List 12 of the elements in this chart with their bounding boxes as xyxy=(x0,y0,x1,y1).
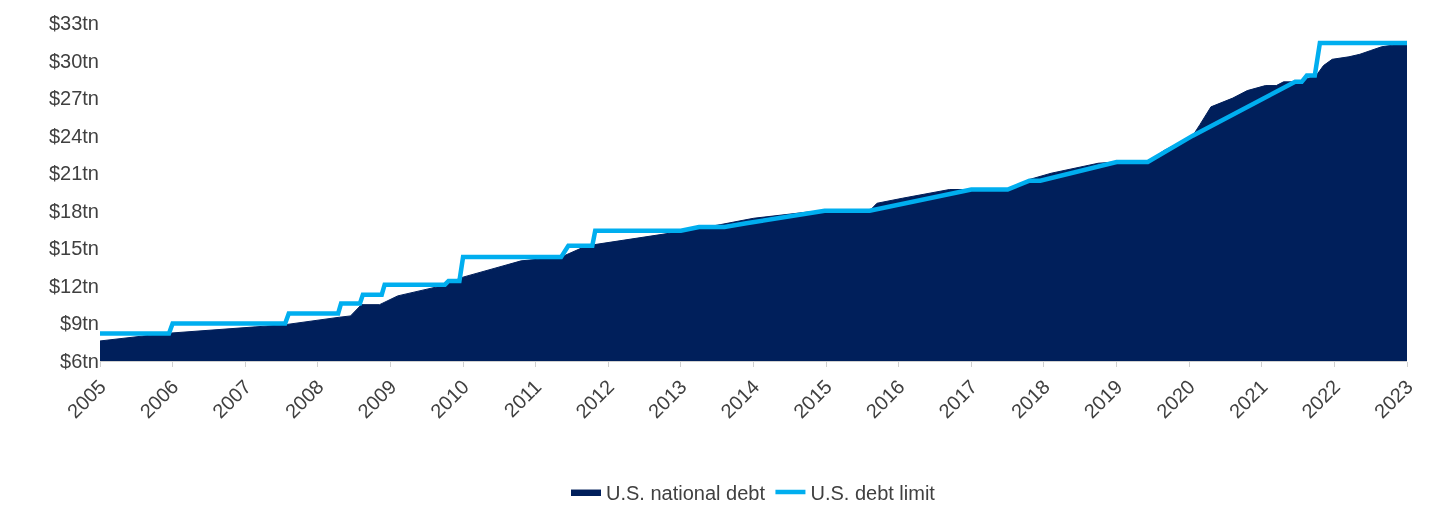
legend-label: U.S. national debt xyxy=(606,481,766,504)
y-tick-label: $6tn xyxy=(60,350,99,372)
y-tick-label: $24tn xyxy=(48,124,99,147)
y-tick-label: $9tn xyxy=(60,312,99,335)
y-tick-label: $21tn xyxy=(48,162,99,185)
legend-label: U.S. debt limit xyxy=(810,481,936,504)
y-tick-label: $33tn xyxy=(48,12,99,34)
y-tick-label: $15tn xyxy=(48,237,99,260)
y-tick-label: $27tn xyxy=(48,87,99,110)
y-tick-label: $30tn xyxy=(48,49,99,72)
y-tick-label: $18tn xyxy=(48,199,99,222)
y-tick-label: $12tn xyxy=(48,274,99,297)
